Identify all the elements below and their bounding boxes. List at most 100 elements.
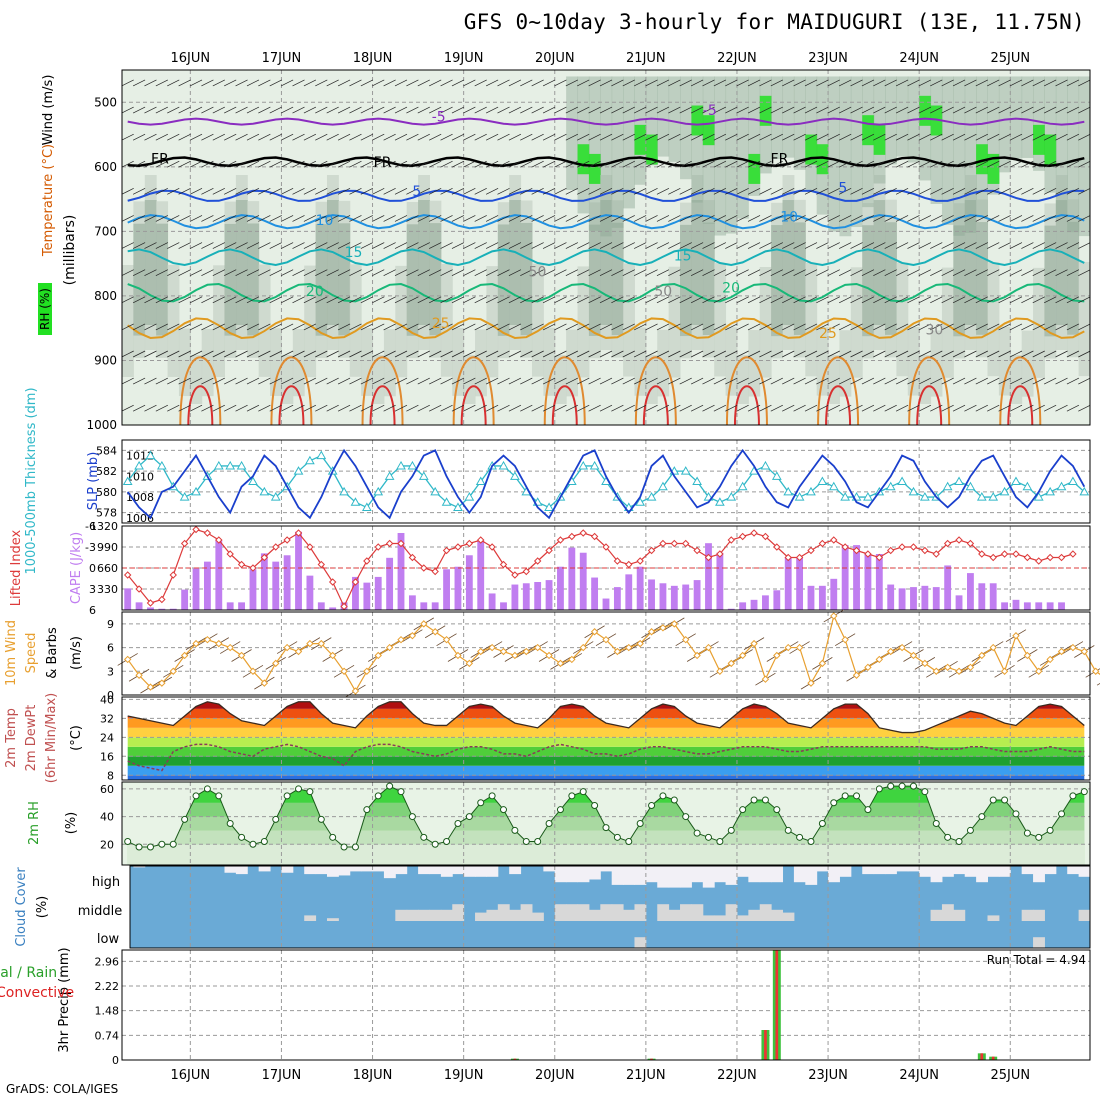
cape-bar (1012, 599, 1020, 610)
wind-barb (224, 188, 237, 195)
wind-barb (269, 404, 282, 412)
wind-barb (793, 404, 806, 412)
rh-shade (247, 223, 260, 336)
wind-barb (349, 404, 362, 412)
li-point (328, 578, 337, 586)
contour-label: 10 (780, 210, 798, 226)
cape-bar (1046, 602, 1054, 610)
wind-barb (406, 188, 419, 195)
wind-barb (838, 269, 852, 276)
date-tick-bottom: 19JUN (444, 1068, 484, 1083)
wind-barb (713, 269, 727, 276)
wind-barb (873, 296, 886, 304)
wind-barb (440, 377, 453, 385)
li-point (602, 543, 610, 551)
thickness-point (715, 497, 725, 506)
wind-barb (770, 323, 783, 331)
wind-barb (1055, 160, 1068, 168)
li-point (738, 532, 747, 541)
wind-barb (372, 350, 385, 358)
wind-barb (201, 106, 214, 114)
wind-barb (246, 377, 260, 385)
cloud-bar (429, 866, 442, 875)
wind-barb (770, 377, 783, 385)
rh-shade (873, 124, 886, 155)
wind-barb (759, 350, 772, 358)
wind-barb (679, 133, 692, 141)
rh-shade (600, 200, 613, 326)
cloud-bar (1078, 866, 1091, 877)
wind-barb (235, 242, 248, 249)
li-point (192, 525, 200, 534)
wind-barb (952, 323, 966, 331)
isotherm-loop (278, 385, 305, 426)
wind-barb (417, 377, 430, 385)
wind-barb (690, 160, 704, 168)
wind-barb (235, 350, 248, 358)
wind-barb (337, 377, 351, 385)
wind-speed-point (499, 647, 508, 656)
axis-label-temperature: Temperature (°C) (41, 144, 56, 257)
cloud-bar (941, 904, 954, 921)
wind-barb (280, 269, 294, 276)
wind-speed-point (921, 659, 929, 668)
wind-barb (1055, 404, 1068, 412)
rh-point (966, 826, 974, 834)
wind-barb (918, 215, 932, 222)
wind-barb (907, 106, 920, 114)
cloud-bar (725, 866, 738, 885)
wind-barb (292, 323, 305, 331)
wind-speed-point (260, 679, 269, 687)
wind-barb (747, 404, 761, 412)
rh-shade (167, 264, 180, 377)
wind-barb (747, 323, 761, 331)
cape-bar (238, 602, 245, 610)
wind-speed-point (442, 635, 451, 644)
wind-barb (463, 242, 476, 249)
rh-shade (270, 328, 282, 396)
wind-barb (816, 350, 829, 358)
rh-point (704, 833, 712, 841)
wind-barb (827, 106, 840, 114)
cloud-bar (418, 909, 430, 921)
wind-barb (930, 269, 943, 276)
date-tick-bottom: 16JUN (171, 1068, 211, 1083)
wind-barb (634, 215, 647, 222)
wind-barb (349, 106, 362, 114)
rh-shade (349, 264, 362, 377)
isotherm-line (127, 214, 1085, 230)
cloud-bar (406, 909, 419, 921)
wind-barb (315, 323, 328, 331)
wind-barb (918, 350, 932, 358)
wind-barb (212, 160, 225, 168)
cape-bar (260, 553, 268, 610)
rh-shade (600, 76, 613, 237)
cloud-bar (383, 866, 396, 879)
wind-barb (565, 404, 578, 412)
rh-point (875, 785, 883, 793)
axis-label-minmax: (6hr Min/Max) (44, 693, 59, 783)
rh-point (192, 792, 200, 800)
temp-tick: 8 (107, 769, 114, 782)
wind-barb (713, 296, 727, 304)
isotherm-loop (551, 385, 578, 426)
wind-barb (269, 106, 282, 114)
cloud-bar (611, 904, 624, 921)
date-tick-top: 23JUN (808, 51, 848, 66)
wind-barb (280, 106, 294, 114)
wind-barb (303, 106, 317, 114)
thickness-point (270, 492, 281, 501)
cloud-bar (588, 909, 601, 921)
wind-barb (463, 377, 476, 385)
thickness-point (942, 481, 953, 491)
wind-barb (793, 377, 806, 385)
wind-barb (747, 79, 761, 87)
wind-speed-point (545, 651, 553, 660)
wind-barb (167, 377, 180, 385)
wind-barb (679, 323, 692, 331)
wind-barb (155, 215, 169, 222)
wind-barb (679, 377, 692, 385)
li-point (966, 539, 975, 548)
wind-tick: 3 (107, 665, 114, 678)
cloud-bar (577, 866, 590, 883)
